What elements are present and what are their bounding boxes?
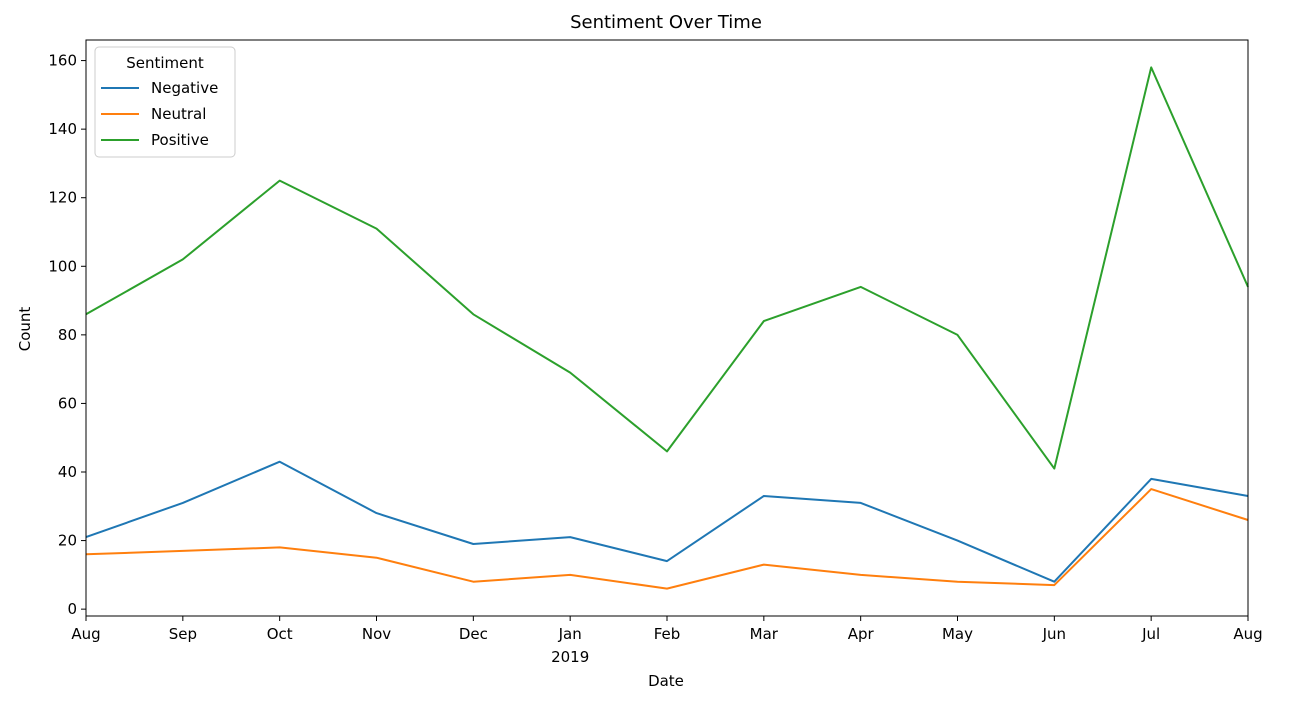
x-tick-label: Jul [1141, 625, 1160, 643]
y-tick-label: 0 [67, 600, 77, 618]
chart-title: Sentiment Over Time [570, 12, 762, 33]
series-lines [86, 67, 1248, 588]
legend: Sentiment Negative Neutral Positive [95, 47, 235, 157]
legend-title: Sentiment [126, 54, 204, 72]
y-tick-label: 120 [48, 189, 77, 207]
series-line-negative [86, 462, 1248, 582]
x-tick-label: Mar [750, 625, 779, 643]
x-tick-label: Aug [1233, 625, 1262, 643]
y-tick-label: 140 [48, 120, 77, 138]
legend-label-neutral: Neutral [151, 105, 206, 123]
x-tick-label: Dec [459, 625, 488, 643]
x-tick-label: Jun [1042, 625, 1066, 643]
y-tick-label: 80 [58, 326, 77, 344]
x-tick-label: Feb [654, 625, 681, 643]
x-tick-label: Nov [362, 625, 391, 643]
plot-area-frame [86, 40, 1248, 616]
x-tick-label: Sep [169, 625, 197, 643]
y-tick-label: 40 [58, 463, 77, 481]
x-axis-ticks: Aug Sep Oct Nov Dec Jan Feb Mar Apr May Jun Jul Aug 2… [71, 616, 1262, 666]
y-axis-label: Count [16, 307, 34, 352]
x-axis-label: Date [648, 672, 684, 690]
y-tick-label: 100 [48, 257, 77, 275]
series-line-neutral [86, 489, 1248, 588]
x-tick-label: Aug [71, 625, 100, 643]
legend-label-negative: Negative [151, 79, 218, 97]
x-tick-label: Oct [267, 625, 293, 643]
x-tick-sublabel: 2019 [551, 648, 589, 666]
x-tick-label: May [942, 625, 973, 643]
y-tick-label: 60 [58, 394, 77, 412]
y-tick-label: 20 [58, 532, 77, 550]
legend-label-positive: Positive [151, 131, 209, 149]
x-tick-label: Apr [848, 625, 875, 643]
y-axis-ticks: 0 20 40 60 80 100 120 140 160 [48, 52, 86, 619]
series-line-positive [86, 67, 1248, 468]
x-tick-label: Jan [558, 625, 582, 643]
y-tick-label: 160 [48, 52, 77, 70]
